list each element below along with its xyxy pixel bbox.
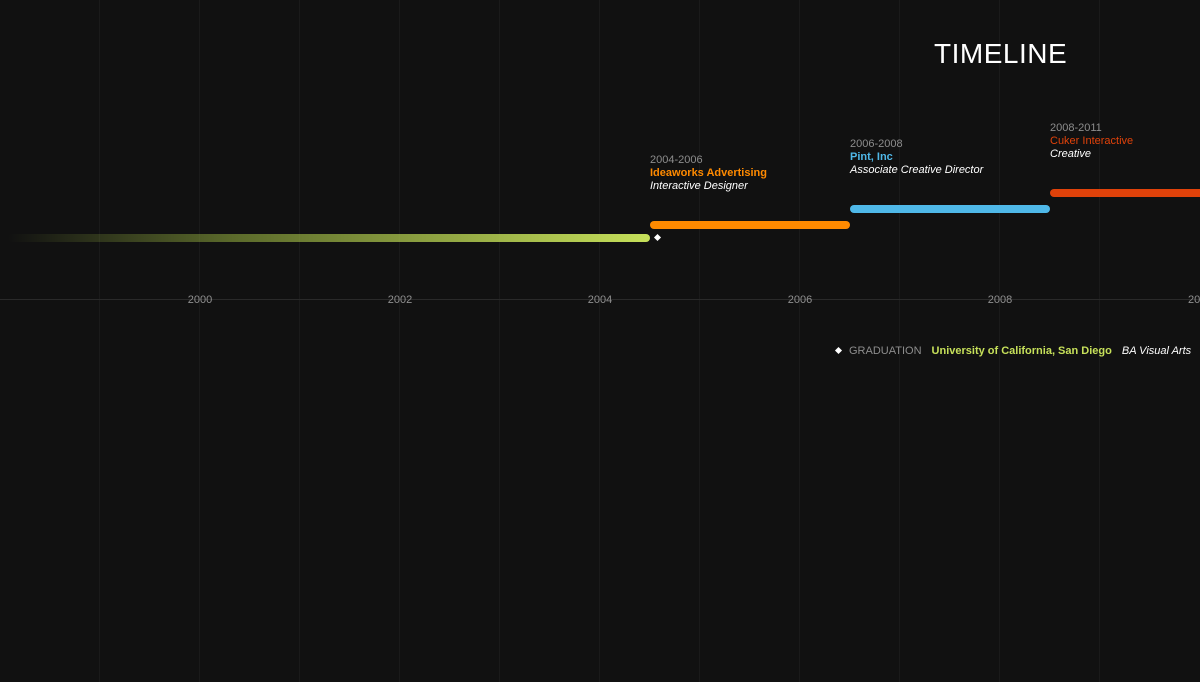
year-axis [0, 299, 1200, 300]
job-role: Interactive Designer [650, 180, 748, 192]
tick-label-2008: 2008 [987, 294, 1013, 306]
education-bar [8, 234, 650, 242]
job-years: 2006-2008 [850, 138, 903, 150]
grid-line [199, 0, 200, 682]
grid-line [599, 0, 600, 682]
school-name: University of California, San Diego [931, 345, 1112, 357]
grid-line [499, 0, 500, 682]
job-years: 2008-2011 [1050, 122, 1102, 134]
graduation-legend: GRADUATION University of California, San … [834, 344, 1192, 358]
degree-name: BA Visual Arts [1121, 345, 1192, 357]
diamond-icon [834, 346, 843, 355]
tick-label-2000: 2000 [187, 294, 213, 306]
job-years: 2004-2006 [650, 154, 703, 166]
grid-line [899, 0, 900, 682]
grid-line [999, 0, 1000, 682]
job-role: Associate Creative Director [850, 164, 984, 176]
tick-label-2004: 2004 [587, 294, 613, 306]
grid-line [99, 0, 100, 682]
job-bar-pint[interactable] [850, 205, 1050, 213]
grid-line [799, 0, 800, 682]
job-company: Ideaworks Advertising [650, 167, 767, 179]
job-bar-ideaworks[interactable] [650, 221, 850, 229]
graduation-label: GRADUATION [849, 345, 922, 357]
tick-label-2010: 20 [1188, 294, 1200, 306]
grid-line [699, 0, 700, 682]
job-company: Pint, Inc [850, 151, 893, 163]
grid-line [299, 0, 300, 682]
job-entry-pint[interactable]: 2006-2008 Pint, Inc Associate Creative D… [850, 138, 983, 177]
grid-line [399, 0, 400, 682]
job-entry-cuker[interactable]: 2008-2011 Cuker Interactive Creative [1050, 122, 1133, 161]
job-bar-cuker[interactable] [1050, 189, 1200, 197]
page-title: TIMELINE [934, 38, 1068, 69]
grid-line [1099, 0, 1100, 682]
job-company: Cuker Interactive [1050, 135, 1134, 147]
tick-label-2002: 2002 [387, 294, 413, 306]
job-role: Creative [1050, 148, 1091, 160]
job-entry-ideaworks[interactable]: 2004-2006 Ideaworks Advertising Interact… [650, 154, 767, 193]
tick-label-2006: 2006 [787, 294, 813, 306]
graduation-marker-icon [653, 233, 662, 242]
